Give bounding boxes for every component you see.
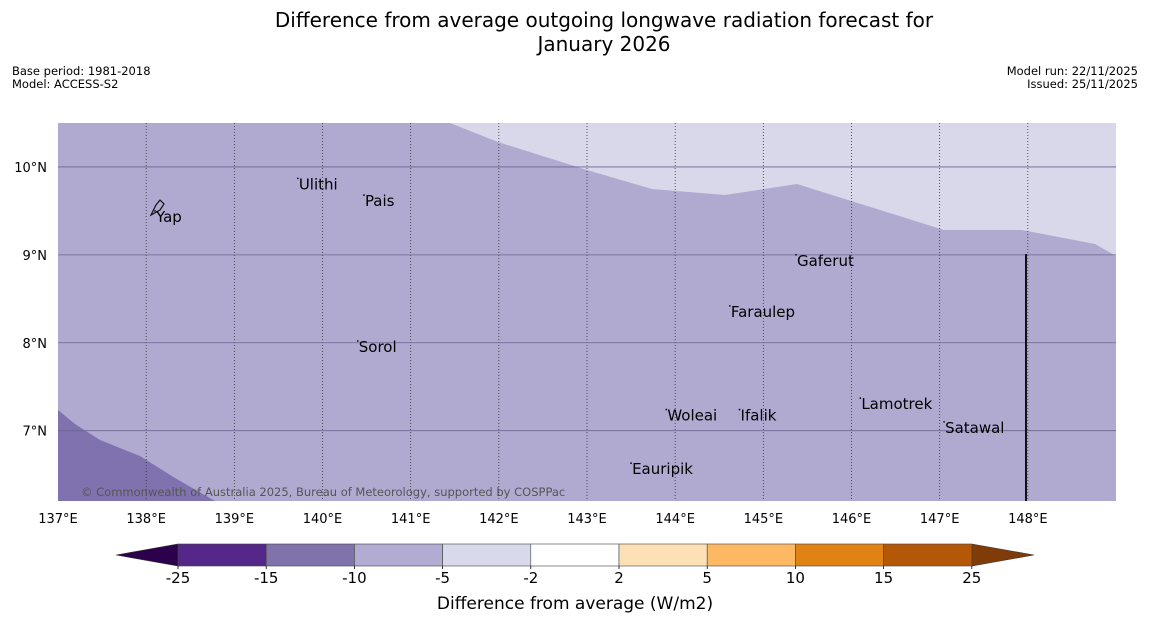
- place-label: Faraulep: [731, 303, 795, 321]
- colorbar-segment: [618, 543, 708, 567]
- colorbar-under-arrow: [115, 543, 179, 567]
- place-marker: [665, 408, 668, 411]
- model-name: Model: ACCESS-S2: [12, 77, 119, 91]
- lat-tick-label: 10°N: [14, 161, 47, 176]
- place-marker: [738, 408, 741, 411]
- colorbar-tick-label: 10: [786, 569, 805, 587]
- lon-tick-label: 148°E: [1008, 512, 1048, 527]
- map-plot: Ulithi Pais Yap Gaferut Faraulep Sorol Lamotre…: [58, 123, 1116, 501]
- place-marker: [795, 253, 797, 256]
- lon-tick-label: 143°E: [567, 512, 607, 527]
- colorbar-tick-label: -5: [435, 569, 450, 587]
- meta-right: Model run: 22/11/2025 Issued: 25/11/2025: [1007, 65, 1138, 91]
- colorbar-tick-label: 5: [702, 569, 712, 587]
- colorbar-segment: [442, 543, 532, 567]
- anomaly-fill-weak: [450, 123, 1116, 256]
- yap-island-outline: [149, 199, 165, 217]
- place-label: Lamotrek: [861, 395, 932, 413]
- place-label: Yap: [155, 208, 182, 226]
- place-marker: [859, 397, 862, 400]
- colorbar-tick-label: 25: [962, 569, 981, 587]
- colorbar-segment: [530, 543, 620, 567]
- model-run: Model run: 22/11/2025: [1006, 64, 1138, 78]
- anomaly-fill-strong: [58, 410, 215, 501]
- place-label: Ifalik: [741, 407, 777, 425]
- place-marker: [363, 194, 365, 196]
- lat-tick-label: 7°N: [23, 425, 48, 440]
- lon-tick-label: 138°E: [126, 512, 166, 527]
- lon-tick-label: 141°E: [391, 512, 431, 527]
- place-label: Ulithi: [299, 175, 338, 193]
- chart-title: Difference from average outgoing longwav…: [0, 8, 1150, 56]
- axis-labels: 137°E 138°E 139°E 140°E 141°E 142°E 143°E 144°E…: [14, 161, 1047, 527]
- lon-tick-label: 146°E: [832, 512, 872, 527]
- colorbar-tick-label: 2: [614, 569, 624, 587]
- place-label: Pais: [365, 192, 395, 210]
- place-marker: [630, 462, 632, 465]
- colorbar-segment: [706, 543, 796, 567]
- lon-tick-label: 137°E: [38, 512, 78, 527]
- colorbar-tick-label: -15: [254, 569, 279, 587]
- title-line-2: January 2026: [537, 32, 671, 56]
- colorbar-segment: [354, 543, 443, 567]
- meta-left: Base period: 1981-2018 Model: ACCESS-S2: [12, 65, 151, 91]
- lon-tick-label: 147°E: [920, 512, 960, 527]
- place-label: Satawal: [945, 419, 1004, 437]
- base-period: Base period: 1981-2018: [12, 64, 151, 78]
- title-line-1: Difference from average outgoing longwav…: [274, 8, 934, 32]
- issued-date: Issued: 25/11/2025: [1027, 77, 1138, 91]
- colorbar-over-arrow: [971, 543, 1035, 567]
- colorbar-tick-label: -25: [166, 569, 191, 587]
- copyright-text: © Commonwealth of Australia 2025, Bureau…: [81, 485, 565, 499]
- colorbar-segment: [883, 543, 973, 567]
- gridlines: [58, 123, 1116, 501]
- lon-tick-label: 144°E: [655, 512, 695, 527]
- place-marker: [296, 177, 299, 180]
- place-marker: [356, 340, 359, 342]
- place-label: Sorol: [359, 338, 397, 356]
- colorbar: -25 -15 -10 -5 -2 2 5 10 15 25: [115, 543, 1035, 587]
- lat-tick-label: 9°N: [23, 249, 48, 264]
- colorbar-label: Difference from average (W/m2): [436, 594, 714, 614]
- place-label: Woleai: [667, 407, 717, 425]
- colorbar-tick-label: -10: [342, 569, 367, 587]
- colorbar-segment: [177, 543, 267, 567]
- lon-tick-label: 140°E: [303, 512, 343, 527]
- colorbar-segment: [265, 543, 355, 567]
- lon-tick-label: 145°E: [744, 512, 784, 527]
- colorbar-segment: [795, 543, 884, 567]
- place-marker: [943, 420, 945, 423]
- place-label: Eauripik: [632, 460, 693, 478]
- place-marker: [154, 210, 156, 212]
- lon-tick-label: 139°E: [215, 512, 255, 527]
- place-labels: Ulithi Pais Yap Gaferut Faraulep Sorol Lamotre…: [154, 175, 1004, 478]
- colorbar-tick-label: -2: [523, 569, 538, 587]
- lon-tick-label: 142°E: [479, 512, 519, 527]
- lat-tick-label: 8°N: [23, 337, 48, 352]
- place-label: Gaferut: [797, 252, 854, 270]
- colorbar-tick-label: 15: [874, 569, 893, 587]
- place-marker: [728, 304, 731, 307]
